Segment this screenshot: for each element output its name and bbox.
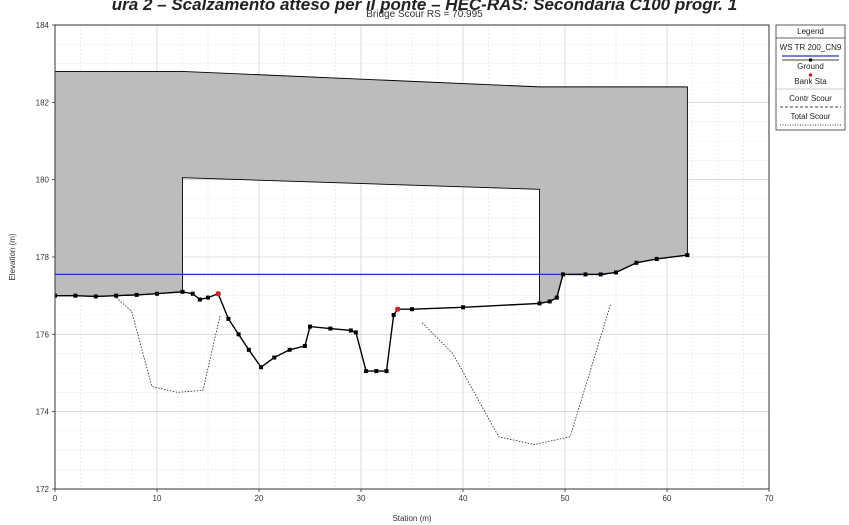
x-tick-label: 60 bbox=[663, 494, 672, 503]
legend-contr-label: Contr Scour bbox=[789, 94, 832, 103]
legend-ws-label: WS TR 200_CN9 bbox=[780, 43, 842, 52]
x-axis-label: Station (m) bbox=[392, 514, 431, 523]
x-tick-label: 0 bbox=[53, 494, 58, 503]
ground-point bbox=[302, 343, 307, 348]
ground-point bbox=[374, 369, 379, 374]
ground-point bbox=[547, 299, 552, 304]
legend-bank-swatch bbox=[808, 73, 813, 77]
ground-point bbox=[272, 355, 277, 360]
ground-point bbox=[155, 291, 159, 296]
ground-point bbox=[461, 305, 465, 310]
ground-point bbox=[410, 307, 414, 312]
y-axis-label: Elevation (m) bbox=[8, 233, 17, 280]
ground-point bbox=[328, 326, 333, 331]
y-tick-label: 176 bbox=[36, 330, 50, 339]
legend-title: Legend bbox=[797, 27, 824, 36]
ground-point bbox=[598, 272, 603, 277]
ground-point bbox=[55, 293, 57, 298]
legend-ground-swatch bbox=[809, 58, 812, 62]
ground-point bbox=[685, 253, 690, 258]
x-tick-label: 70 bbox=[765, 494, 774, 503]
ground-point bbox=[583, 272, 588, 277]
ground-point bbox=[190, 291, 195, 296]
ground-point bbox=[537, 301, 542, 306]
ground-point bbox=[206, 295, 210, 300]
ground-point bbox=[197, 297, 202, 302]
ground-point bbox=[246, 347, 251, 352]
ground-point bbox=[236, 332, 241, 337]
y-tick-label: 180 bbox=[36, 176, 50, 185]
x-tick-label: 30 bbox=[357, 494, 366, 503]
figure-caption: ura 2 – Scalzamento atteso per il ponte … bbox=[111, 0, 738, 14]
ground-point bbox=[384, 369, 389, 374]
y-tick-label: 172 bbox=[36, 485, 50, 494]
ground-point bbox=[391, 313, 396, 317]
ground-point bbox=[73, 293, 78, 298]
legend-total-label: Total Scour bbox=[790, 112, 830, 121]
ground-point bbox=[353, 330, 358, 335]
ground-point bbox=[348, 328, 353, 333]
ground-point bbox=[259, 365, 264, 370]
plot-content bbox=[55, 70, 690, 445]
y-tick-label: 182 bbox=[36, 98, 50, 107]
ground-point bbox=[560, 272, 565, 277]
y-axis-ticks: 172 174 176 178 180 182 184 bbox=[36, 21, 55, 494]
x-tick-label: 50 bbox=[561, 494, 570, 503]
legend-bank-label: Bank Sta bbox=[794, 77, 827, 86]
ground-point bbox=[364, 369, 369, 374]
ground-point bbox=[554, 295, 559, 300]
x-tick-label: 20 bbox=[255, 494, 264, 503]
ground-point bbox=[134, 292, 139, 297]
x-tick-label: 10 bbox=[153, 494, 162, 503]
ground-point bbox=[287, 347, 292, 352]
bank-station-point bbox=[395, 306, 401, 312]
ground-point bbox=[308, 324, 312, 329]
ground-point bbox=[614, 270, 618, 275]
x-tick-label: 40 bbox=[459, 494, 468, 503]
ground-point bbox=[93, 294, 98, 299]
x-axis-ticks: 0 10 20 30 40 50 60 70 bbox=[53, 489, 774, 503]
bank-station-point bbox=[215, 291, 221, 297]
ground-point bbox=[654, 256, 659, 261]
y-tick-label: 184 bbox=[36, 21, 50, 30]
ground-point bbox=[180, 289, 185, 294]
total-scour-line bbox=[421, 303, 612, 445]
legend: Legend WS TR 200_CN9 Ground Bank Sta Contr S… bbox=[775, 24, 846, 131]
chart-title: Bridge Scour RS = 70.995 bbox=[366, 9, 483, 20]
y-tick-label: 178 bbox=[36, 253, 50, 262]
y-tick-label: 174 bbox=[36, 408, 50, 417]
legend-box bbox=[775, 24, 846, 131]
ground-point bbox=[114, 293, 119, 298]
legend-ground-label: Ground bbox=[797, 62, 824, 71]
ground-point bbox=[634, 260, 639, 265]
ground-point bbox=[226, 316, 231, 321]
total-scour-line bbox=[115, 297, 221, 393]
